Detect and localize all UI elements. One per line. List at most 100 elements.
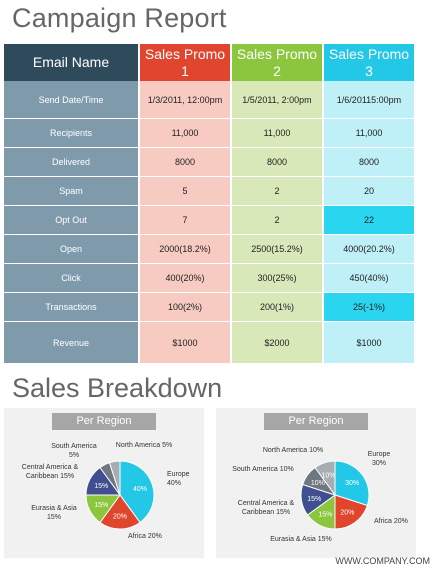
- row-label: Delivered: [4, 148, 138, 177]
- sales-breakdown-title: Sales Breakdown: [12, 373, 223, 403]
- row-label: Transactions: [4, 293, 138, 322]
- slice-label: 10%: [311, 480, 325, 487]
- table-row: Open 2000(18.2%) 2500(15.2%) 4000(20.2%): [4, 235, 414, 264]
- campaign-report-table: Email Name Sales Promo 1 Sales Promo 2 S…: [4, 44, 414, 364]
- table-header-row: Email Name Sales Promo 1 Sales Promo 2 S…: [4, 44, 414, 81]
- header-sales-promo-2: Sales Promo 2: [230, 44, 322, 81]
- cell-v2: 11,000: [230, 119, 322, 148]
- header-sales-promo-1: Sales Promo 1: [138, 44, 230, 81]
- header-sales-promo-3: Sales Promo 3: [322, 44, 414, 81]
- cell-v3: 25(-1%): [322, 293, 414, 322]
- cell-v2: 300(25%): [230, 264, 322, 293]
- row-label: Opt Out: [4, 206, 138, 235]
- cell-v3: 20: [322, 177, 414, 206]
- row-label: Click: [4, 264, 138, 293]
- legend-line: Central America &: [238, 500, 295, 507]
- cell-v2: 2500(15.2%): [230, 235, 322, 264]
- legend-line: North America 10%: [263, 447, 323, 454]
- pie-slice: [119, 460, 155, 524]
- cell-v1: 8000: [138, 148, 230, 177]
- legend-line: Caribbean 15%: [242, 509, 290, 516]
- pie-2-title: Per Region: [264, 413, 368, 430]
- legend-line: Europe: [368, 451, 391, 458]
- cell-v1: 400(20%): [138, 264, 230, 293]
- legend-line: Central America &: [22, 464, 79, 471]
- legend-annotation: North America 5%: [116, 442, 172, 449]
- slice-label: 15%: [307, 496, 321, 503]
- legend-annotation: Africa 20%: [374, 518, 408, 525]
- legend-line: 40%: [167, 480, 181, 487]
- pie-slice: [108, 460, 121, 496]
- pie-slice: [314, 460, 336, 497]
- pie-slice: [99, 494, 141, 530]
- row-label: Revenue: [4, 322, 138, 364]
- legend-annotation: Central America & Caribbean 15%: [22, 464, 79, 480]
- slice-label: 15%: [94, 502, 108, 509]
- table-row: Revenue $1000 $2000 $1000: [4, 322, 414, 364]
- legend-line: Africa 20%: [128, 533, 162, 540]
- legend-line: 5%: [69, 452, 79, 459]
- legend-annotation: Eurasia & Asia 15%: [31, 505, 77, 521]
- legend-line: Africa 20%: [374, 518, 408, 525]
- table-row: Click 400(20%) 300(25%) 450(40%): [4, 264, 414, 293]
- cell-v3: 1/6/20115:00pm: [322, 81, 414, 119]
- cell-v3: 22: [322, 206, 414, 235]
- row-label: Recipients: [4, 119, 138, 148]
- slice-label: 15%: [94, 483, 108, 490]
- legend-line: Eurasia & Asia: [31, 505, 77, 512]
- cell-v1: $1000: [138, 322, 230, 364]
- cell-v2: $2000: [230, 322, 322, 364]
- cell-v3: 450(40%): [322, 264, 414, 293]
- cell-v2: 200(1%): [230, 293, 322, 322]
- table-row: Opt Out 7 2 22: [4, 206, 414, 235]
- cell-v3: $1000: [322, 322, 414, 364]
- row-label: Send Date/Time: [4, 81, 138, 119]
- campaign-report-title: Campaign Report: [12, 3, 227, 33]
- legend-line: Eurasia & Asia 15%: [270, 536, 331, 543]
- legend-annotation: South America 5%: [51, 443, 97, 459]
- legend-annotation: Central America & Caribbean 15%: [238, 500, 295, 516]
- cell-v2: 2: [230, 177, 322, 206]
- slice-label: 20%: [113, 514, 127, 521]
- pie-1-title: Per Region: [52, 413, 156, 430]
- cell-v1: 7: [138, 206, 230, 235]
- cell-v2: 8000: [230, 148, 322, 177]
- legend-line: 30%: [372, 460, 386, 467]
- pie-panel-1: 40% 20% 15% 15% Europe 40% Africa 20% Eurasia &…: [4, 408, 204, 558]
- cell-v1: 100(2%): [138, 293, 230, 322]
- cell-v3: 4000(20.2%): [322, 235, 414, 264]
- legend-line: South America 10%: [232, 466, 293, 473]
- cell-v1: 1/3/2011, 12:00pm: [138, 81, 230, 119]
- slice-label: 20%: [340, 510, 354, 517]
- table-row: Delivered 8000 8000 8000: [4, 148, 414, 177]
- cell-v1: 5: [138, 177, 230, 206]
- cell-v3: 8000: [322, 148, 414, 177]
- row-label: Spam: [4, 177, 138, 206]
- cell-v1: 2000(18.2%): [138, 235, 230, 264]
- legend-line: 15%: [47, 514, 61, 521]
- pie-chart-2: 30% 20% 15% 15% 10%10% Europe 30% Africa 20% Eur…: [232, 447, 408, 543]
- legend-line: South America: [51, 443, 97, 450]
- pie-slice: [334, 460, 370, 507]
- slice-label: 15%: [318, 511, 332, 518]
- legend-annotation: South America 10%: [232, 466, 293, 473]
- table-row: Spam 5 2 20: [4, 177, 414, 206]
- footer-website: WWW.COMPANY.COM: [335, 556, 430, 566]
- slice-label: 10%: [321, 473, 335, 480]
- cell-v2: 2: [230, 206, 322, 235]
- legend-line: North America 5%: [116, 442, 172, 449]
- legend-annotation: North America 10%: [263, 447, 323, 454]
- table-body: Send Date/Time 1/3/2011, 12:00pm 1/5/2011,…: [4, 81, 414, 364]
- pie-slice: [334, 494, 368, 530]
- cell-v2: 1/5/2011, 2:00pm: [230, 81, 322, 119]
- legend-annotation: Europe 40%: [167, 471, 190, 487]
- table-row: Transactions 100(2%) 200(1%) 25(-1%): [4, 293, 414, 322]
- slice-label: 30%: [345, 480, 359, 487]
- legend-line: Caribbean 15%: [26, 473, 74, 480]
- header-email-name: Email Name: [4, 44, 138, 81]
- table-row: Send Date/Time 1/3/2011, 12:00pm 1/5/2011,…: [4, 81, 414, 119]
- cell-v1: 11,000: [138, 119, 230, 148]
- legend-annotation: Eurasia & Asia 15%: [270, 536, 331, 543]
- row-label: Open: [4, 235, 138, 264]
- legend-annotation: Africa 20%: [128, 533, 162, 540]
